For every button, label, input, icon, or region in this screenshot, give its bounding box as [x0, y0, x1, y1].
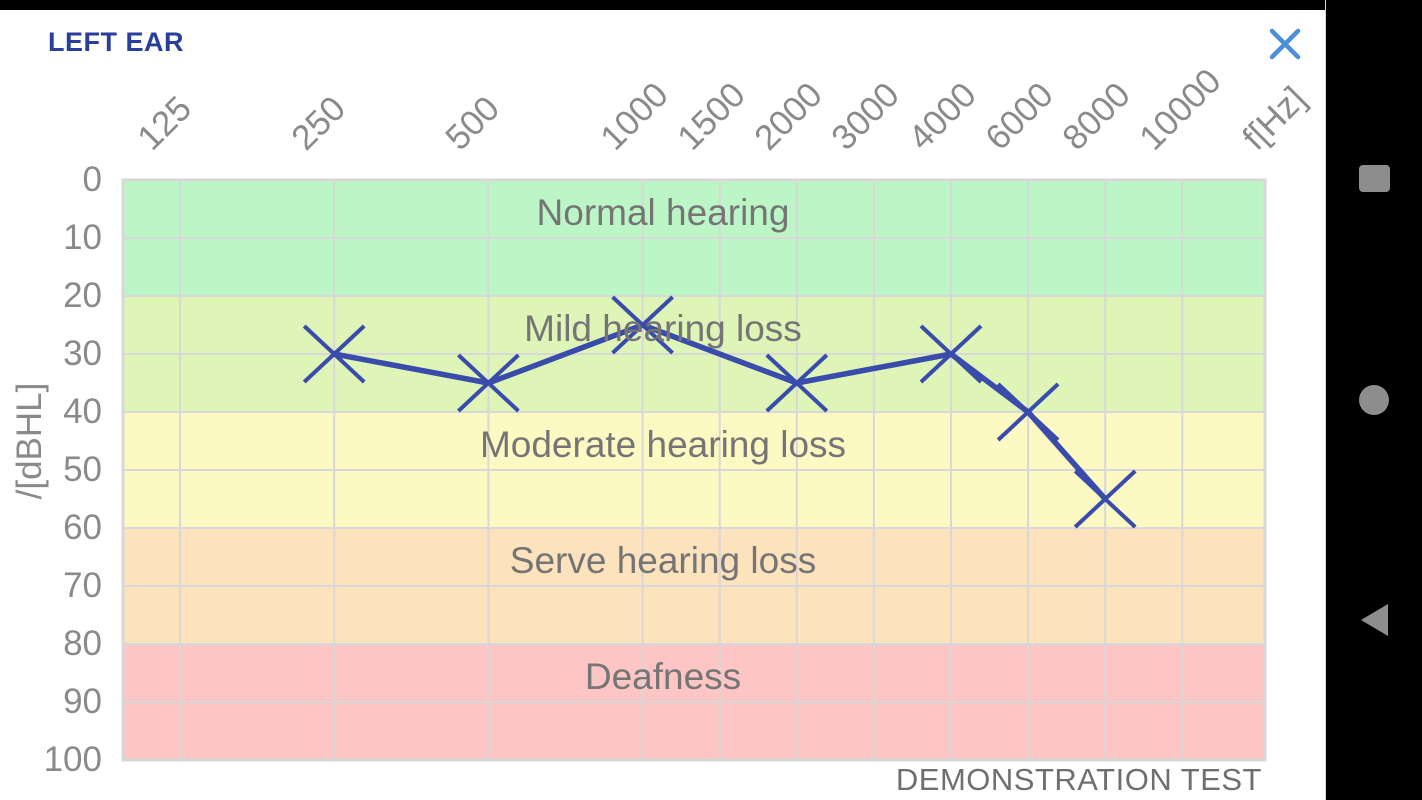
close-icon [1269, 28, 1301, 60]
x-marker [457, 353, 520, 413]
back-triangle-icon [1360, 604, 1388, 636]
band-label-mild-hearing-loss: Mild hearing loss [524, 308, 802, 349]
y-tick-100: 100 [43, 740, 102, 779]
home-button[interactable] [1326, 370, 1422, 430]
plot-border [121, 178, 1267, 762]
band-label-deafness: Deafness [584, 656, 742, 697]
back-button[interactable] [1326, 590, 1422, 650]
band-label-moderate-hearing-loss: Moderate hearing loss [479, 424, 847, 465]
home-circle-icon [1359, 385, 1389, 415]
recents-button[interactable] [1326, 148, 1422, 208]
chart-footer-label: DEMONSTRATION TEST [895, 762, 1262, 797]
y-tick-90: 90 [63, 682, 102, 721]
y-tick-10: 10 [63, 218, 102, 257]
x-marker [919, 324, 983, 384]
android-nav-bar [1325, 0, 1422, 800]
x-marker [611, 295, 674, 355]
y-tick-20: 20 [63, 276, 102, 315]
band-label-normal-hearing: Normal hearing [536, 192, 790, 233]
y-tick-70: 70 [63, 566, 102, 605]
y-tick-40: 40 [63, 392, 102, 431]
page-title: LEFT EAR [48, 27, 184, 57]
y-tick-30: 30 [63, 334, 102, 373]
x-marker [765, 353, 829, 413]
y-tick-80: 80 [63, 624, 102, 663]
band-label-serve-hearing-loss: Serve hearing loss [509, 540, 817, 581]
status-bar [0, 0, 1422, 10]
y-axis-title: /[dBHL] [10, 382, 49, 500]
y-tick-60: 60 [63, 508, 102, 547]
x-marker [996, 382, 1060, 442]
y-tick-50: 50 [63, 450, 102, 489]
x-marker [302, 324, 366, 384]
y-tick-0: 0 [82, 160, 102, 199]
recents-square-icon [1358, 164, 1390, 192]
x-marker [1073, 469, 1137, 529]
close-button[interactable] [1264, 23, 1306, 65]
